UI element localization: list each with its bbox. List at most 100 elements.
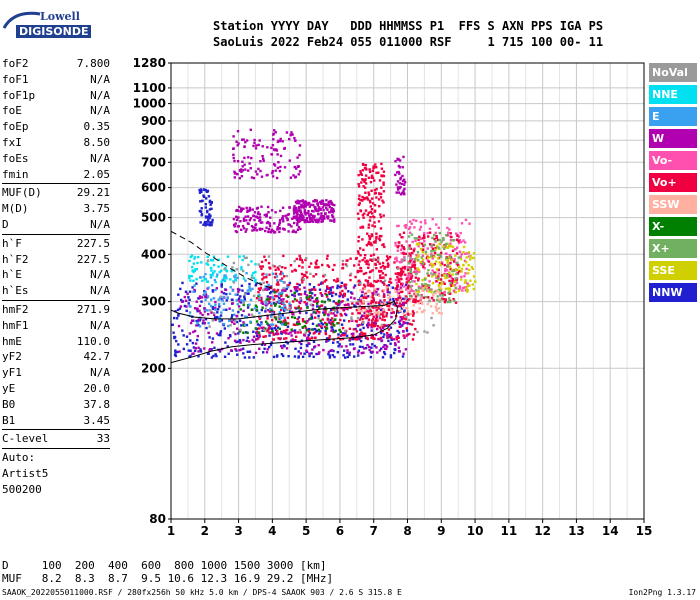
echo-point <box>447 231 450 234</box>
echo-point <box>456 268 460 271</box>
echo-point <box>382 326 385 329</box>
echo-point <box>235 314 239 318</box>
echo-point <box>413 280 416 283</box>
echo-point <box>394 173 397 177</box>
echo-point <box>421 279 424 282</box>
echo-point <box>196 310 199 313</box>
echo-point <box>320 218 324 221</box>
echo-point <box>298 341 301 344</box>
echo-point <box>412 314 415 317</box>
echo-point <box>232 331 235 334</box>
echo-point <box>364 191 367 194</box>
echo-point <box>236 287 240 291</box>
echo-point <box>317 220 320 224</box>
echo-point <box>248 285 251 289</box>
echo-point <box>284 320 287 323</box>
echo-point <box>257 327 261 330</box>
echo-point <box>414 327 417 331</box>
echo-point <box>268 292 272 295</box>
echo-point <box>383 347 387 351</box>
echo-point <box>430 252 433 256</box>
echo-point <box>396 171 399 174</box>
echo-point <box>447 297 451 300</box>
echo-point <box>218 319 221 322</box>
echo-point <box>250 308 253 311</box>
echo-point <box>219 314 223 317</box>
echo-point <box>255 297 259 300</box>
echo-point <box>192 330 195 334</box>
echo-point <box>230 316 233 319</box>
echo-point <box>249 167 252 170</box>
echo-point <box>456 234 459 237</box>
echo-point <box>400 251 403 255</box>
echo-point <box>174 349 177 352</box>
echo-point <box>268 331 271 334</box>
echo-point <box>321 281 324 285</box>
echo-point <box>229 349 233 352</box>
echo-point <box>387 324 390 327</box>
echo-point <box>345 264 349 268</box>
echo-point <box>192 346 196 349</box>
echo-point <box>375 290 378 294</box>
echo-point <box>297 209 301 212</box>
echo-point <box>365 310 369 313</box>
echo-point <box>446 259 450 262</box>
echo-point <box>267 228 271 231</box>
echo-point <box>261 341 265 344</box>
echo-point <box>180 298 183 302</box>
echo-point <box>338 328 341 332</box>
echo-point <box>273 288 276 291</box>
echo-point <box>378 237 381 240</box>
echo-point <box>448 289 451 293</box>
echo-point <box>298 293 301 296</box>
echo-point <box>217 258 220 262</box>
echo-point <box>308 352 311 355</box>
param-label: fxI <box>2 135 22 149</box>
echo-point <box>381 243 384 247</box>
echo-point <box>282 287 286 290</box>
echo-point <box>238 177 241 180</box>
echo-point <box>394 348 397 352</box>
param-label: foEs <box>2 151 29 165</box>
echo-point <box>191 319 194 322</box>
echo-point <box>254 284 257 287</box>
echo-point <box>361 345 364 349</box>
echo-point <box>395 301 398 304</box>
echo-point <box>405 327 408 330</box>
echo-point <box>376 351 379 354</box>
echo-point <box>394 287 397 290</box>
echo-point <box>208 325 211 328</box>
echo-point <box>238 288 241 292</box>
echo-point <box>330 202 333 205</box>
echo-point <box>402 155 405 159</box>
echo-point <box>310 352 313 355</box>
echo-point <box>387 301 391 304</box>
echo-point <box>192 279 195 282</box>
echo-point <box>270 323 273 326</box>
echo-point <box>406 322 409 325</box>
echo-point <box>363 285 367 288</box>
echo-point <box>193 269 196 272</box>
echo-point <box>362 216 365 219</box>
echo-point <box>276 279 279 282</box>
echo-point <box>242 299 246 303</box>
echo-point <box>401 174 404 178</box>
echo-point <box>427 274 430 277</box>
echo-point <box>236 327 239 330</box>
echo-point <box>325 204 329 207</box>
muf-table: D 100 200 400 600 800 1000 1500 3000 [km… <box>2 559 333 585</box>
echo-point <box>413 263 417 266</box>
echo-point <box>403 181 407 184</box>
echo-point <box>408 266 411 269</box>
echo-point <box>439 255 443 258</box>
echo-point <box>312 286 316 289</box>
echo-point <box>382 276 385 279</box>
echo-point <box>291 300 295 303</box>
echo-point <box>301 199 305 202</box>
echo-point <box>292 339 295 343</box>
echo-point <box>274 211 277 214</box>
echo-point <box>362 185 365 188</box>
echo-point <box>284 323 287 326</box>
echo-point <box>292 207 296 210</box>
echo-point <box>387 305 391 308</box>
